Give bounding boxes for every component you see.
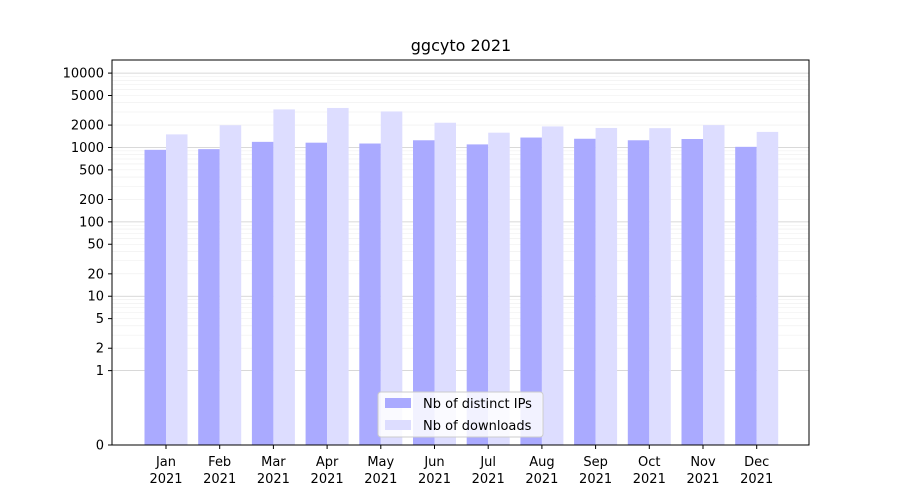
chart-title: ggcyto 2021 — [411, 36, 511, 55]
legend-swatch-downloads — [385, 420, 411, 430]
bar-distinct-ips — [198, 149, 220, 445]
bar-distinct-ips — [359, 143, 381, 445]
bar-distinct-ips — [735, 146, 757, 446]
x-tick-label-year: 2021 — [149, 472, 182, 487]
bar-downloads — [327, 107, 349, 445]
bar-downloads — [273, 109, 295, 445]
y-tick-label: 20 — [87, 267, 104, 282]
bar-downloads — [649, 128, 671, 445]
bar-downloads — [756, 131, 779, 445]
x-tick-label-month: Aug — [529, 455, 554, 470]
bar-distinct-ips — [144, 149, 166, 445]
legend-box — [377, 391, 544, 438]
x-tick-label-year: 2021 — [633, 472, 666, 487]
x-tick-label-month: May — [367, 455, 394, 470]
bar-distinct-ips — [251, 141, 274, 445]
bar-downloads — [488, 132, 510, 445]
y-tick-label: 1 — [96, 364, 104, 379]
x-tick-label-month: Nov — [690, 455, 716, 470]
x-tick-label-month: Mar — [261, 455, 286, 470]
x-tick-label-year: 2021 — [686, 472, 719, 487]
y-tick-label: 0 — [96, 439, 104, 454]
bar-downloads — [166, 134, 188, 446]
x-tick-label-month: Sep — [583, 455, 608, 470]
legend-label-ips: Nb of distinct IPs — [423, 397, 532, 412]
x-tick-label-month: Dec — [744, 455, 769, 470]
x-tick-label-month: Feb — [208, 455, 231, 470]
x-tick-label-month: Jul — [479, 455, 496, 470]
y-tick-label: 2 — [96, 342, 104, 357]
bars — [144, 107, 779, 446]
x-tick-label-year: 2021 — [418, 472, 451, 487]
legend: Nb of distinct IPs Nb of downloads — [377, 391, 544, 438]
x-tick-label-month: Oct — [638, 455, 660, 470]
x-tick-label-year: 2021 — [257, 472, 290, 487]
bar-downloads — [703, 125, 725, 445]
x-tick-label-year: 2021 — [525, 472, 558, 487]
bar-downloads — [380, 111, 403, 446]
bar-distinct-ips — [574, 138, 596, 446]
bar-distinct-ips — [520, 137, 542, 445]
bar-downloads — [219, 125, 242, 445]
y-tick-label: 5 — [96, 312, 104, 327]
y-tick-label: 1000 — [71, 141, 104, 156]
legend-swatch-ips — [385, 398, 411, 408]
y-tick-label: 10 — [87, 290, 104, 305]
y-tick-label: 200 — [79, 193, 104, 208]
legend-label-downloads: Nb of downloads — [423, 419, 532, 434]
bar-distinct-ips — [305, 142, 328, 445]
x-tick-label-year: 2021 — [311, 472, 344, 487]
x-tick-label-month: Apr — [316, 455, 339, 470]
bar-downloads — [434, 122, 456, 445]
x-tick-label-year: 2021 — [740, 472, 773, 487]
y-axis: 0 1 2 5 10 20 50 100 200 500 1000 2000 5000 10000 — [63, 67, 112, 454]
x-axis: Jan 2021 Feb 2021 Mar 2021 Apr 2021 May 2021 Jun 20… — [149, 445, 773, 487]
x-tick-label-month: Jun — [423, 455, 444, 470]
y-tick-label: 10000 — [63, 67, 104, 82]
y-tick-label: 500 — [79, 163, 104, 178]
x-tick-label-year: 2021 — [364, 472, 397, 487]
y-tick-label: 100 — [79, 215, 104, 230]
x-tick-label-month: Jan — [155, 455, 176, 470]
x-tick-label-year: 2021 — [472, 472, 505, 487]
bar-downloads — [541, 126, 564, 445]
x-tick-label-year: 2021 — [203, 472, 236, 487]
y-tick-label: 50 — [87, 238, 104, 253]
bar-distinct-ips — [681, 139, 703, 445]
bar-distinct-ips — [466, 144, 489, 445]
x-tick-label-year: 2021 — [579, 472, 612, 487]
plot-frame — [111, 59, 810, 446]
bar-distinct-ips — [627, 140, 650, 445]
bar-distinct-ips — [413, 140, 435, 445]
y-tick-label: 2000 — [71, 119, 104, 134]
y-tick-label: 5000 — [71, 89, 104, 104]
bar-downloads — [595, 127, 618, 445]
